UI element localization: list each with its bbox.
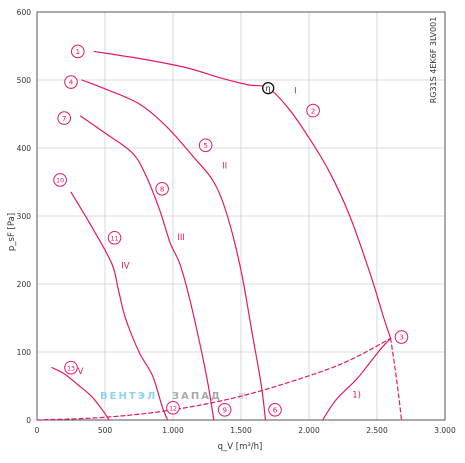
y-tick-label: 100 (17, 348, 32, 357)
marker-12: 12 (166, 400, 180, 415)
series-line-3 (70, 191, 169, 421)
model-code-label: RG31S 4EK6F 3LV001 (429, 17, 438, 104)
y-tick-label: 300 (17, 212, 32, 221)
grid-lines (36, 11, 446, 421)
marker-circle (64, 75, 78, 89)
y-tick-label: 500 (17, 76, 32, 85)
optimum-circle (262, 82, 275, 95)
watermark-suffix: .BY (236, 392, 249, 401)
marker-number: 4 (69, 78, 74, 87)
x-axis-title: q_V [m³/h] (218, 442, 263, 452)
x-tick-label: 2.000 (298, 426, 320, 435)
marker-7: 7 (57, 111, 71, 125)
curve-label: III (177, 233, 185, 243)
marker-9: 9 (217, 403, 232, 417)
marker-number: 13 (67, 365, 75, 372)
curve-label: I (294, 87, 297, 97)
marker-number: 6 (273, 406, 278, 415)
y-tick-label: 200 (17, 280, 32, 289)
marker-11: 11 (107, 230, 122, 245)
curve-label: IV (121, 261, 130, 271)
marker-number: 7 (62, 114, 67, 123)
marker-8: 8 (155, 182, 169, 196)
marker-2: 2 (306, 103, 320, 118)
marker-circle (57, 111, 71, 125)
marker-circle (166, 400, 180, 415)
x-tick-label: 3.000 (434, 426, 456, 435)
x-tick-label: 2.500 (366, 426, 388, 435)
marker-number: 3 (399, 333, 404, 342)
watermark-right: ЗАПАД (172, 391, 222, 402)
marker-circle (64, 360, 78, 375)
x-tick-label: 500 (98, 426, 113, 435)
curve-label: II (222, 161, 227, 171)
marker-13: 13 (64, 360, 78, 375)
series-line-4 (51, 367, 110, 421)
marker-5: 5 (198, 138, 213, 153)
optimum-point: η (262, 82, 275, 95)
marker-4: 4 (64, 75, 78, 89)
marker-circle (107, 230, 122, 245)
watermark: ВЕНТЭЛ ЗАПАД .BY (100, 391, 249, 402)
tick-labels: 0 500 1.000 1.500 2.000 2.500 3.000 0 100 200 300 4… (17, 8, 456, 435)
marker-3: 3 (394, 330, 409, 344)
marker-6: 6 (268, 403, 282, 417)
curve-label: 1) (352, 391, 361, 401)
watermark-left: ВЕНТЭЛ (100, 391, 157, 402)
marker-number: 10 (56, 178, 64, 185)
x-tick-label: 1.500 (230, 426, 252, 435)
series-line-7 (322, 337, 392, 421)
marker-number: 8 (160, 185, 165, 194)
marker-number: 12 (169, 405, 177, 412)
y-tick-label: 600 (17, 8, 32, 17)
marker-number: 11 (111, 235, 119, 242)
series-line-2 (79, 115, 215, 421)
marker-circle (53, 173, 67, 187)
marker-circle (71, 44, 85, 59)
marker-circle (394, 330, 409, 344)
series-line-1 (81, 79, 267, 421)
marker-10: 10 (53, 173, 67, 187)
y-axis-title: p_sF [Pa] (7, 213, 17, 251)
marker-circle (155, 182, 169, 196)
marker-number: 2 (311, 106, 316, 115)
marker-circle (217, 403, 232, 417)
x-tick-label: 1.000 (162, 426, 184, 435)
marker-circle (268, 403, 282, 417)
marker-number: 5 (203, 141, 208, 150)
series-line-5 (390, 337, 403, 421)
y-tick-label: 400 (17, 144, 32, 153)
marker-circle (306, 103, 320, 118)
marker-circle (198, 138, 213, 153)
marker-1: 1 (71, 44, 85, 59)
y-tick-label: 0 (26, 416, 31, 425)
marker-number: 9 (222, 406, 227, 415)
marker-number: 1 (76, 47, 81, 56)
optimum-symbol: η (266, 84, 271, 93)
curve-label: V (78, 367, 84, 377)
series-line-6 (36, 337, 392, 421)
x-tick-label: 0 (35, 426, 40, 435)
series-curves (36, 50, 403, 421)
plot-frame (36, 11, 446, 421)
series-line-0 (93, 50, 392, 339)
